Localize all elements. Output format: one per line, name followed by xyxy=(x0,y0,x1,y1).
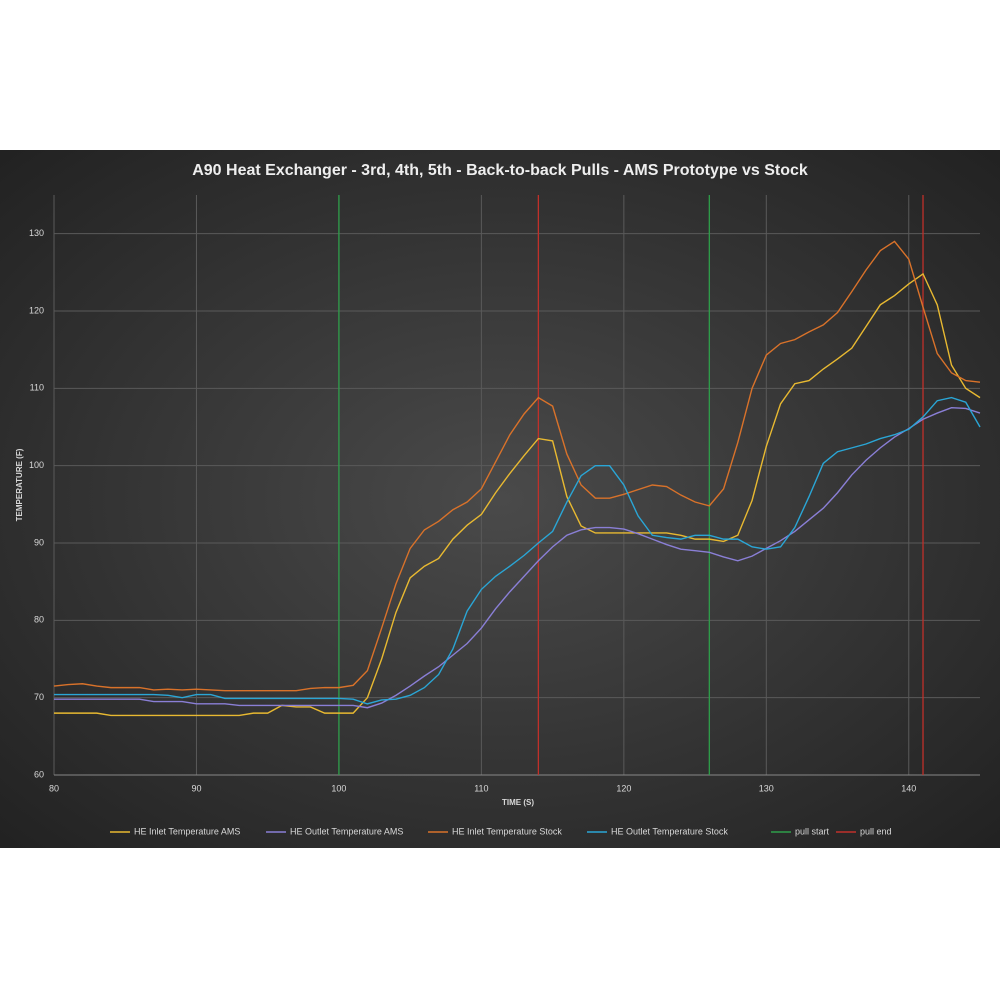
legend-label: HE Outlet Temperature Stock xyxy=(611,826,728,836)
y-tick-label: 100 xyxy=(29,460,44,470)
y-tick-label: 90 xyxy=(34,537,44,547)
x-tick-label: 90 xyxy=(191,783,201,793)
series-line xyxy=(54,406,981,709)
legend-label: pull start xyxy=(795,826,830,836)
y-tick-label: 70 xyxy=(34,692,44,702)
x-tick-label: 100 xyxy=(331,783,346,793)
y-tick-label: 60 xyxy=(34,769,44,779)
series-line xyxy=(54,396,981,705)
legend-label: HE Inlet Temperature AMS xyxy=(134,826,240,836)
y-tick-label: 120 xyxy=(29,305,44,315)
y-tick-label: 110 xyxy=(30,383,44,393)
legend-label: HE Inlet Temperature Stock xyxy=(452,826,562,836)
chart-panel xyxy=(0,150,1000,848)
y-tick-label: 130 xyxy=(29,228,44,238)
series-line xyxy=(53,240,981,692)
x-tick-label: 140 xyxy=(901,783,916,793)
series-line xyxy=(54,272,981,717)
x-tick-label: 130 xyxy=(759,783,774,793)
y-tick-label: 80 xyxy=(34,615,44,625)
chart-title: A90 Heat Exchanger - 3rd, 4th, 5th - Bac… xyxy=(192,162,808,179)
x-axis-label: TIME (S) xyxy=(502,798,534,807)
legend-label: HE Outlet Temperature AMS xyxy=(290,826,403,836)
legend-label: pull end xyxy=(860,826,892,836)
x-tick-label: 80 xyxy=(49,783,59,793)
x-tick-label: 120 xyxy=(616,783,631,793)
x-tick-label: 110 xyxy=(474,783,488,793)
y-axis-label: TEMPERATURE (F) xyxy=(15,448,24,521)
